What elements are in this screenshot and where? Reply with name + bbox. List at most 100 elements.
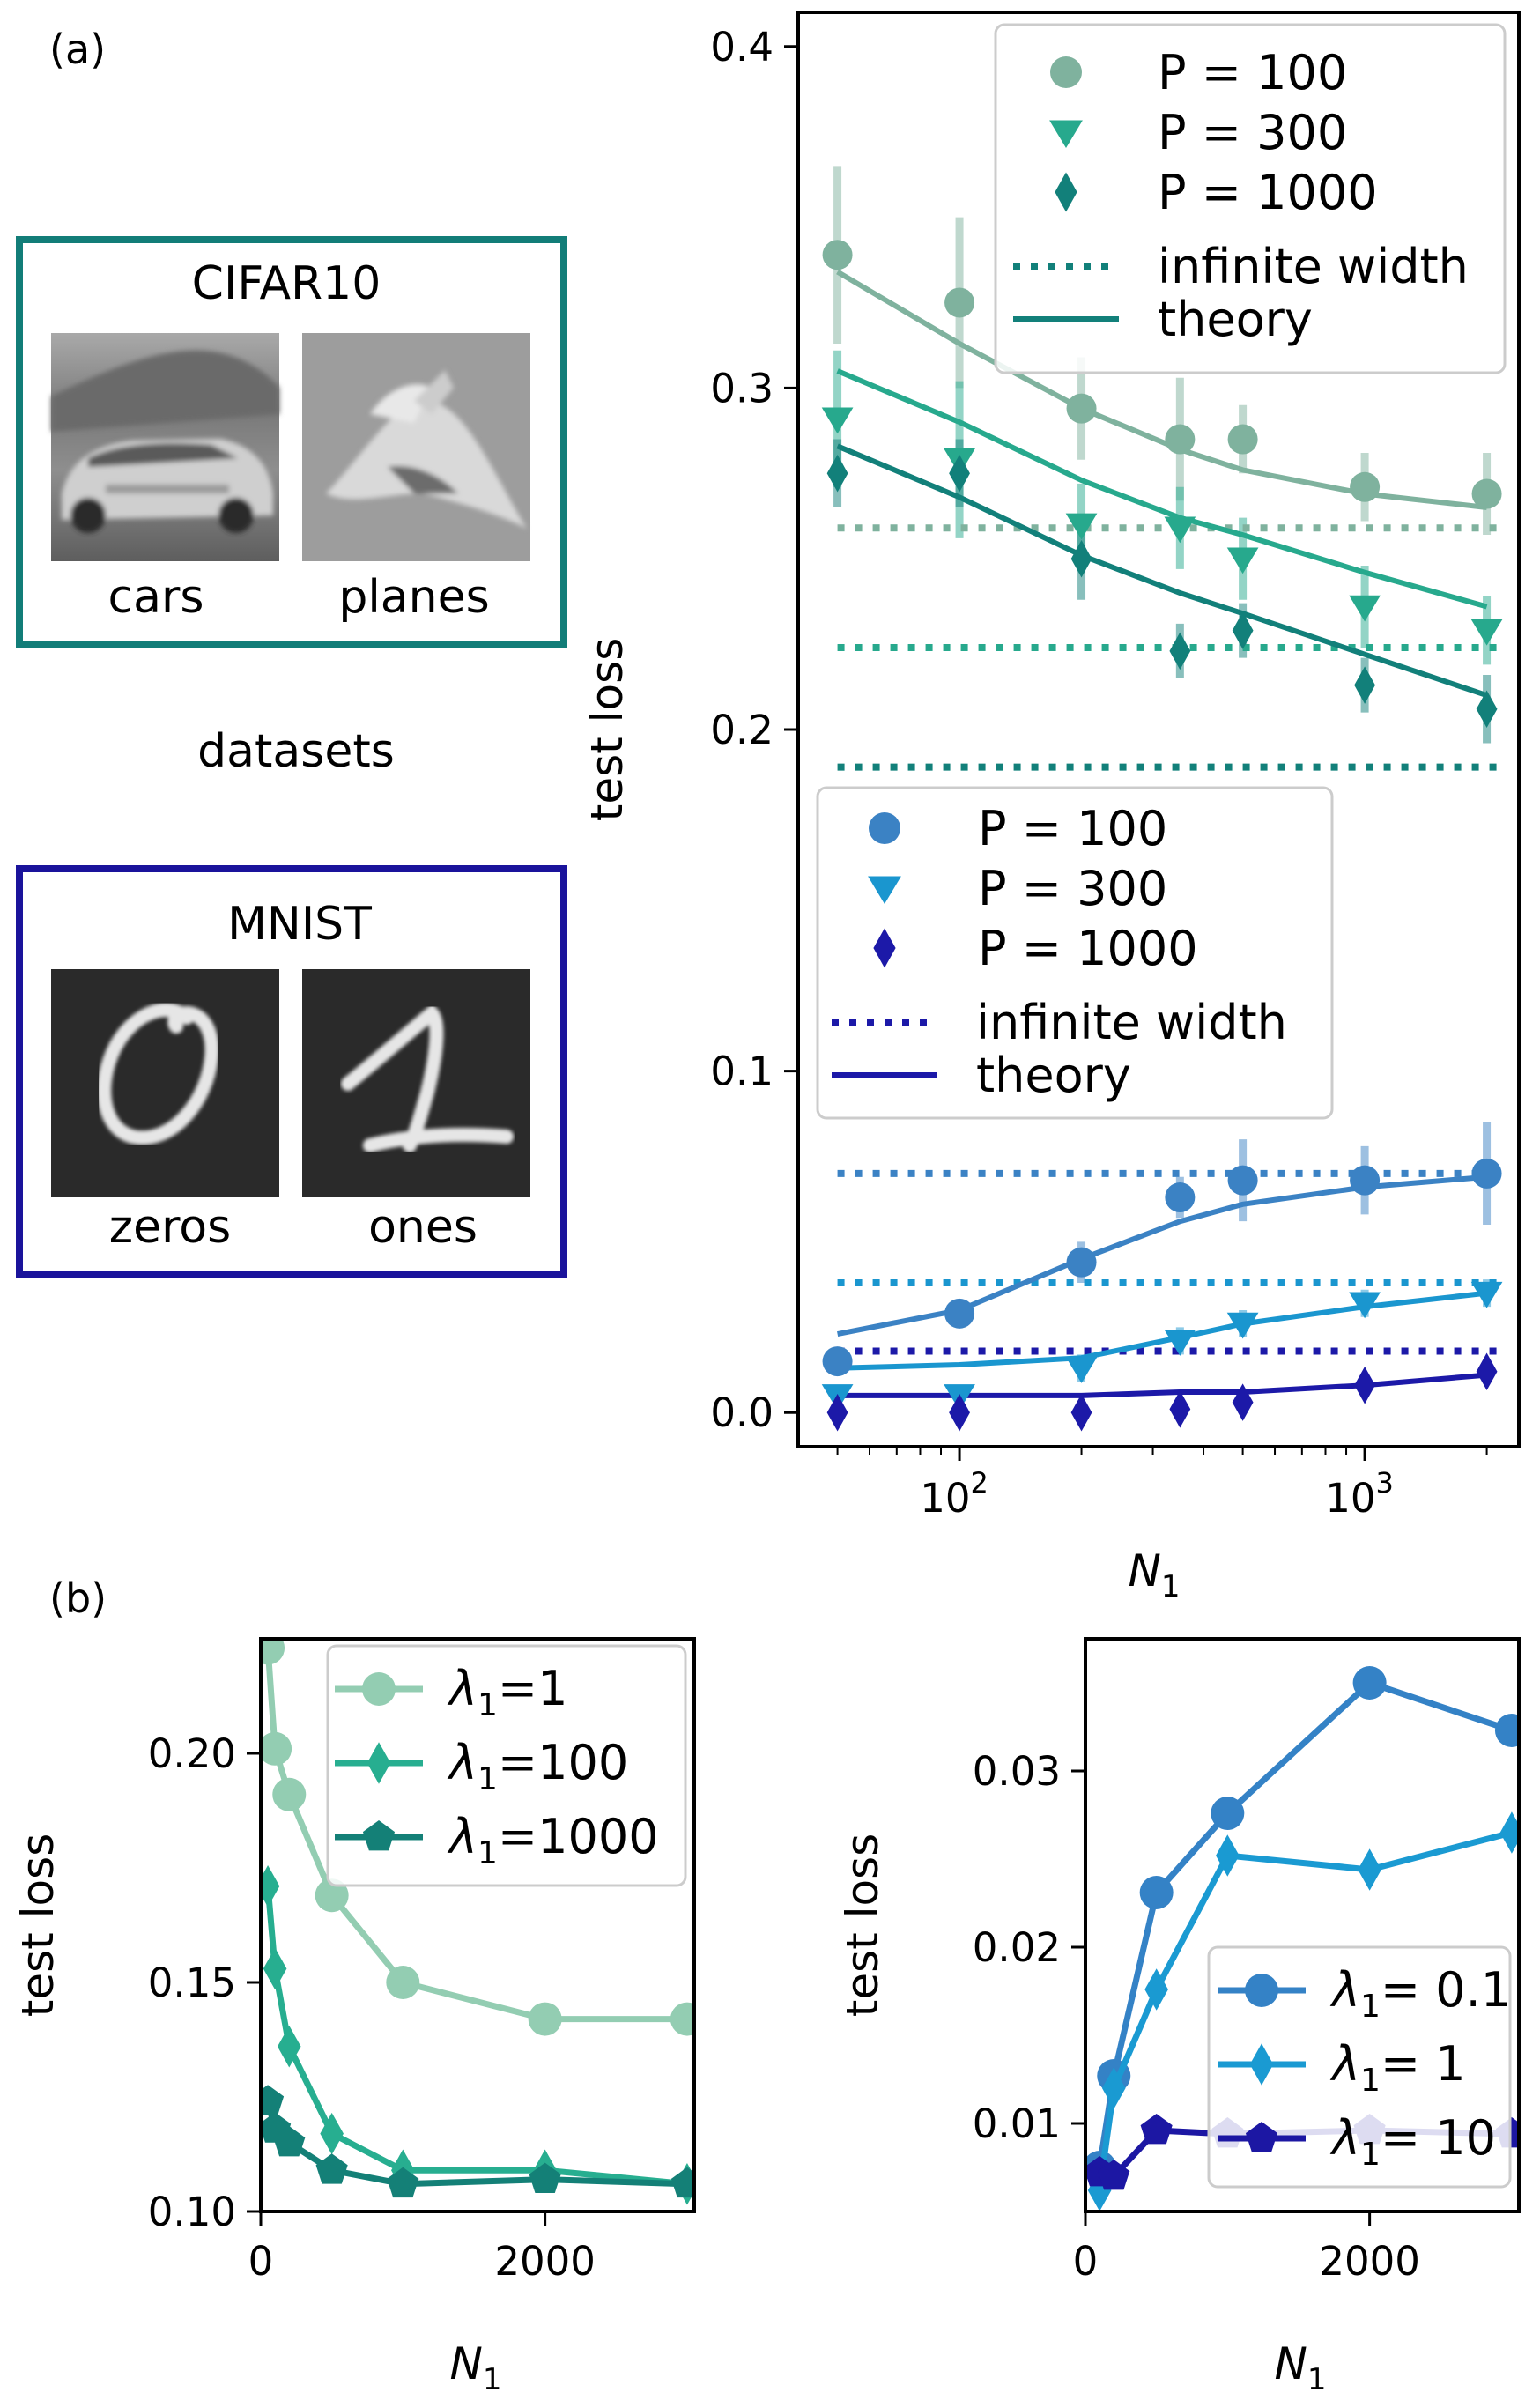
theory-line-cifar-diamond bbox=[836, 443, 1488, 699]
legend-marker-pentagon bbox=[1245, 2122, 1278, 2152]
point-cifar-diamond bbox=[1169, 632, 1191, 670]
legend-value: = 10 bbox=[1381, 2110, 1496, 2166]
mnist-label-zeros: zeros bbox=[109, 1201, 231, 1254]
legend-marker-cifar-triangle bbox=[1049, 120, 1083, 148]
point-mnist-triangle bbox=[1164, 1330, 1196, 1356]
ytick-label: 0.2 bbox=[710, 707, 774, 753]
ytick-label: 0.1 bbox=[710, 1048, 774, 1095]
point-pentagon bbox=[1140, 2114, 1173, 2145]
xtick-exponent: 2 bbox=[971, 1466, 988, 1500]
point-mnist-diamond bbox=[1169, 1390, 1191, 1428]
legend-label-cifar: P = 100 bbox=[1158, 45, 1347, 100]
point-circle bbox=[670, 2002, 694, 2036]
point-pentagon bbox=[670, 2167, 694, 2198]
panel-label-a: (a) bbox=[49, 26, 106, 73]
point-pentagon bbox=[387, 2167, 419, 2198]
point-diamond bbox=[1499, 1811, 1519, 1854]
chart-b-left-ylabel: test loss bbox=[12, 1834, 63, 2018]
point-circle bbox=[1211, 1797, 1245, 1830]
point-cifar-circle bbox=[1471, 478, 1502, 509]
point-mnist-triangle bbox=[1226, 1312, 1259, 1339]
point-cifar-triangle bbox=[821, 407, 854, 434]
chart-b-left-xlabel: N1 bbox=[449, 2338, 501, 2393]
legend-lambda: λ bbox=[447, 1735, 478, 1790]
point-mnist-diamond bbox=[1232, 1383, 1254, 1421]
point-mnist-circle bbox=[1066, 1247, 1097, 1278]
cifar-title: CIFAR10 bbox=[192, 257, 381, 310]
point-circle bbox=[1494, 1714, 1519, 1747]
legend-marker-cifar-diamond bbox=[1055, 172, 1077, 212]
legend-marker-mnist-triangle bbox=[868, 876, 901, 904]
point-circle bbox=[261, 1731, 292, 1766]
point-cifar-triangle bbox=[1349, 595, 1381, 622]
xtick-label: 102 bbox=[920, 1466, 988, 1522]
point-diamond bbox=[1144, 1968, 1168, 2011]
mnist-title: MNIST bbox=[227, 898, 372, 951]
legend-lambda: λ bbox=[447, 1809, 478, 1864]
point-diamond bbox=[320, 2112, 344, 2155]
legend-marker-circle bbox=[1245, 1974, 1278, 2007]
legend-label-mnist: P = 300 bbox=[978, 861, 1167, 916]
point-mnist-circle bbox=[822, 1346, 853, 1377]
point-circle bbox=[528, 2002, 562, 2036]
chart-a: 0.0 0.1 0.2 0.3 0.4 102 103 test loss N1 P = 1… bbox=[581, 11, 1521, 1604]
legend-lambda: λ bbox=[447, 1661, 478, 1716]
legend-label-mnist: P = 1000 bbox=[978, 921, 1198, 976]
point-mnist-diamond bbox=[1070, 1393, 1092, 1432]
point-cifar-diamond bbox=[1232, 611, 1254, 649]
legend-label: λ1= 1 bbox=[1329, 2036, 1466, 2099]
point-mnist-diamond bbox=[949, 1393, 970, 1432]
mnist-box: MNIST zeros ones bbox=[16, 865, 567, 1278]
point-cifar-circle bbox=[1165, 424, 1196, 455]
point-pentagon bbox=[529, 2162, 561, 2193]
legend-label: λ1=1000 bbox=[447, 1809, 659, 1871]
chart-b-left-frame bbox=[259, 1637, 696, 2213]
chart-b-right-frame bbox=[1084, 1637, 1521, 2213]
legend-marker-diamond bbox=[1249, 2043, 1274, 2086]
point-pentagon bbox=[315, 2153, 348, 2184]
xtick-exponent: 3 bbox=[1376, 1466, 1394, 1500]
legend-subscript: 1 bbox=[1360, 1989, 1381, 2025]
point-cifar-circle bbox=[944, 287, 975, 318]
legend-value: = 0.1 bbox=[1381, 1962, 1511, 2018]
legend-label-mnist: theory bbox=[976, 1048, 1131, 1103]
point-mnist-circle bbox=[944, 1298, 975, 1329]
point-cifar-triangle bbox=[1164, 516, 1196, 544]
car-image bbox=[51, 333, 279, 561]
point-cifar-triangle bbox=[1226, 547, 1259, 574]
point-mnist-diamond bbox=[1354, 1366, 1375, 1404]
ytick-label: 0.20 bbox=[148, 1730, 236, 1777]
legend-lambda: λ bbox=[1329, 1962, 1360, 2018]
legend-lambda: λ bbox=[1329, 2110, 1360, 2166]
cifar-label-planes: planes bbox=[338, 571, 489, 624]
point-pentagon bbox=[261, 2085, 285, 2115]
chart-a-xlabel: N1 bbox=[1128, 1545, 1180, 1604]
legend-marker-diamond bbox=[366, 1742, 391, 1784]
cifar-frame bbox=[16, 236, 567, 648]
legend-label: λ1= 0.1 bbox=[1329, 1962, 1511, 2025]
legend-lambda: λ bbox=[1329, 2036, 1360, 2092]
point-diamond bbox=[1358, 1848, 1381, 1891]
ytick-label: 0.15 bbox=[148, 1960, 236, 2006]
point-circle bbox=[1139, 1876, 1174, 1909]
legend-label-cifar: P = 1000 bbox=[1158, 165, 1378, 220]
legend-label-mnist: infinite width bbox=[976, 995, 1287, 1050]
ytick-label: 0.02 bbox=[973, 1924, 1061, 1971]
chart-a-ylabel: test loss bbox=[581, 638, 633, 822]
panel-label-b: (b) bbox=[49, 1574, 107, 1622]
chart-b-right: 0.010.020.030 2000 test loss N1 λ1= 0.1λ1… bbox=[837, 1637, 1521, 2393]
legend-subscript: 1 bbox=[478, 1761, 498, 1797]
point-cifar-circle bbox=[1227, 424, 1258, 455]
xtick-label: 0 bbox=[248, 2238, 274, 2285]
point-circle bbox=[386, 1966, 420, 1999]
legend-b-right: λ1= 0.1λ1= 1λ1= 10 bbox=[1207, 1945, 1512, 2189]
point-mnist-circle bbox=[1227, 1165, 1258, 1196]
point-diamond bbox=[263, 1947, 287, 1990]
plot-area bbox=[261, 1639, 694, 2205]
point-diamond bbox=[277, 2026, 301, 2068]
theory-line-mnist-circle bbox=[837, 1174, 1487, 1337]
mnist-label-ones: ones bbox=[368, 1201, 478, 1254]
legend-marker-circle bbox=[362, 1672, 396, 1706]
